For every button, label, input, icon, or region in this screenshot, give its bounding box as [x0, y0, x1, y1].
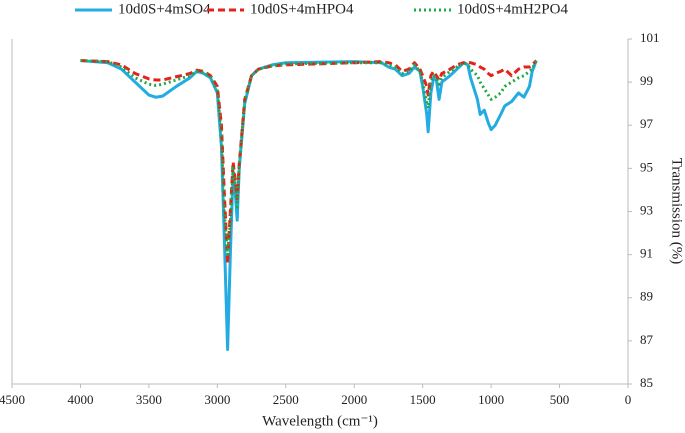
x-tick-label: 3500: [136, 392, 162, 407]
x-tick-label: 500: [550, 392, 570, 407]
x-tick-label: 0: [625, 392, 632, 407]
legend-label: 10d0S+4mHPO4: [250, 1, 354, 17]
y-axis-label: Transmission (%): [669, 158, 685, 265]
series-line: [80, 59, 538, 257]
y-tick-label: 85: [640, 375, 653, 390]
x-tick-label: 3000: [204, 392, 230, 407]
y-tick-label: 101: [640, 30, 660, 45]
x-tick-label: 2500: [273, 392, 299, 407]
legend-label: 10d0S+4mH2PO4: [457, 1, 568, 17]
y-tick-label: 93: [640, 202, 653, 217]
x-tick-label: 1500: [410, 392, 436, 407]
y-tick-label: 95: [640, 159, 653, 174]
x-tick-label: 4500: [0, 392, 25, 407]
x-axis-label: Wavelength (cm⁻¹): [262, 413, 378, 429]
x-tick-label: 2000: [341, 392, 367, 407]
legend-label: 10d0S+4mSO4: [118, 1, 211, 17]
x-tick-label: 1000: [478, 392, 504, 407]
y-tick-label: 97: [640, 116, 654, 131]
series-line: [80, 59, 538, 265]
series-line: [80, 59, 538, 351]
y-tick-label: 87: [640, 332, 654, 347]
x-tick-label: 4000: [67, 392, 93, 407]
y-tick-label: 99: [640, 73, 653, 88]
y-tick-label: 91: [640, 246, 653, 261]
y-tick-label: 89: [640, 289, 653, 304]
